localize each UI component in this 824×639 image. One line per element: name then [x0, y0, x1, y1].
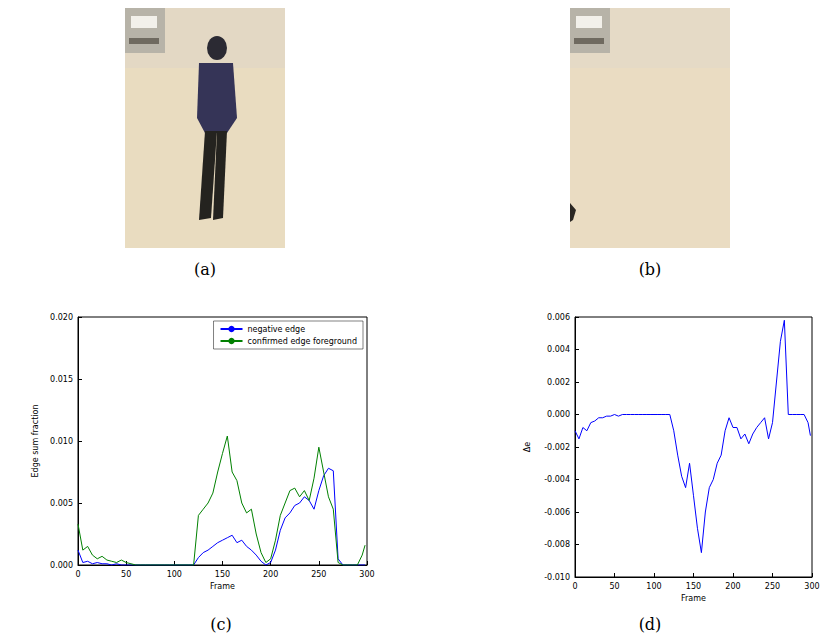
svg-text:Edge sum fraction: Edge sum fraction — [31, 405, 40, 478]
svg-text:50: 50 — [609, 582, 619, 591]
svg-text:-0.002: -0.002 — [544, 443, 570, 452]
svg-text:0.006: 0.006 — [547, 313, 570, 322]
svg-text:-0.004: -0.004 — [544, 475, 570, 484]
svg-text:0.002: 0.002 — [547, 378, 570, 387]
svg-text:0.004: 0.004 — [547, 345, 570, 354]
svg-text:0: 0 — [75, 570, 80, 579]
svg-text:300: 300 — [804, 582, 819, 591]
svg-text:Frame: Frame — [210, 582, 235, 591]
svg-text:0.020: 0.020 — [50, 313, 73, 322]
svg-text:50: 50 — [121, 570, 131, 579]
html-text:(c): (c) — [210, 615, 232, 634]
svg-text:0.000: 0.000 — [547, 410, 570, 419]
svg-text:150: 150 — [215, 570, 230, 579]
svg-text:200: 200 — [725, 582, 740, 591]
svg-text:negative edge: negative edge — [248, 325, 306, 334]
svg-text:-0.006: -0.006 — [544, 508, 570, 517]
svg-text:0.010: 0.010 — [50, 437, 73, 446]
svg-text:-0.008: -0.008 — [544, 540, 570, 549]
svg-text:0.005: 0.005 — [50, 499, 73, 508]
svg-text:100: 100 — [167, 570, 182, 579]
svg-text:Frame: Frame — [681, 594, 706, 603]
svg-text:300: 300 — [359, 570, 374, 579]
html-text:(d): (d) — [638, 615, 662, 634]
html-text:(a): (a) — [194, 260, 216, 279]
svg-text:0.015: 0.015 — [50, 375, 73, 384]
svg-text:-0.010: -0.010 — [544, 573, 570, 582]
svg-text:250: 250 — [311, 570, 326, 579]
svg-text:150: 150 — [686, 582, 701, 591]
svg-text:Δe: Δe — [523, 442, 532, 452]
svg-text:200: 200 — [263, 570, 278, 579]
svg-text:100: 100 — [646, 582, 661, 591]
svg-text:0.000: 0.000 — [50, 561, 73, 570]
html-text:(b): (b) — [638, 260, 662, 279]
svg-text:0: 0 — [572, 582, 577, 591]
svg-text:confirmed edge foreground: confirmed edge foreground — [248, 337, 357, 346]
svg-text:250: 250 — [765, 582, 780, 591]
